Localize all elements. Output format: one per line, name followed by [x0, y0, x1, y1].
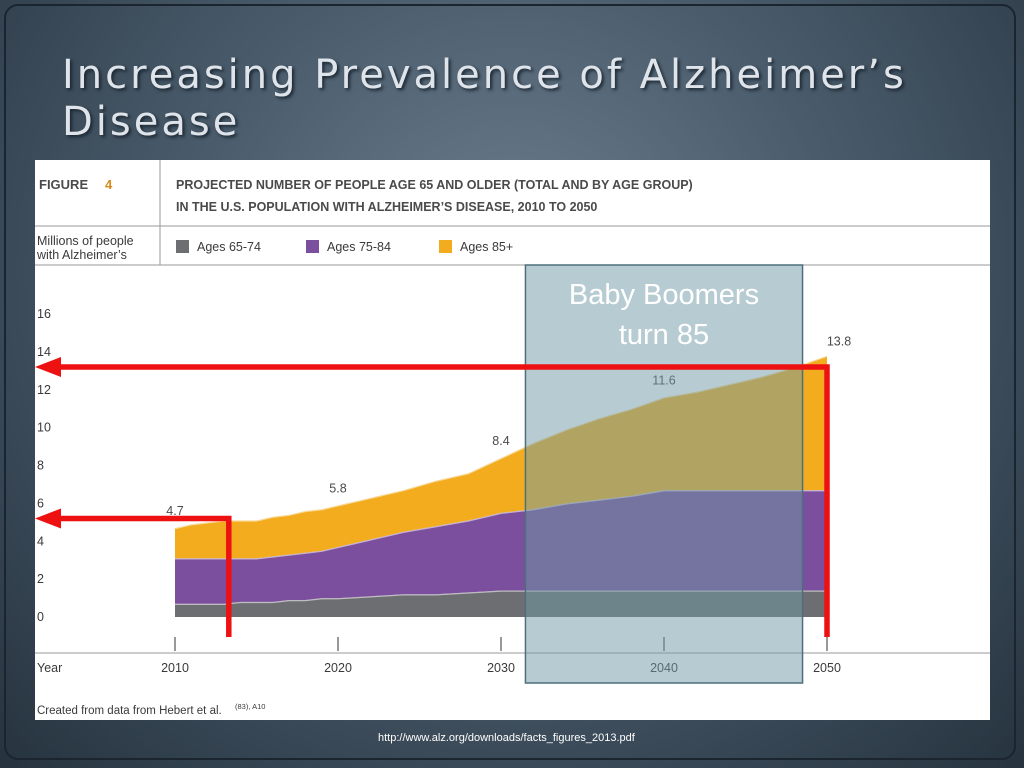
slide-title-line2: Disease [62, 99, 241, 145]
figure-panel: FIGURE 4 PROJECTED NUMBER OF PEOPLE AGE 65… [35, 160, 990, 720]
figure-credit-superscript: (83), A10 [235, 702, 265, 711]
ylabel-line2: with Alzheimer’s [36, 248, 127, 262]
band-label-line1: Baby Boomers [569, 279, 759, 311]
figure-number: 4 [105, 177, 113, 192]
y-tick-8: 8 [37, 459, 44, 473]
band-label-line2: turn 85 [619, 319, 709, 351]
arrow-high-line [55, 364, 830, 637]
xlabel: Year [37, 661, 62, 675]
figure-heading-line1: PROJECTED NUMBER OF PEOPLE AGE 65 AND OL… [176, 178, 693, 192]
y-tick-14: 14 [37, 345, 51, 359]
y-tick-2: 2 [37, 572, 44, 586]
data-label-2020: 5.8 [329, 481, 346, 495]
slide-frame [4, 4, 1016, 760]
x-tick-2020: 2020 [324, 661, 352, 675]
x-tick-2030: 2030 [487, 661, 515, 675]
slide-title-line1: Increasing Prevalence of Alzheimer’s [62, 52, 907, 98]
y-tick-0: 0 [37, 610, 44, 624]
x-tick-2010: 2010 [161, 661, 189, 675]
y-tick-6: 6 [37, 496, 44, 510]
y-tick-4: 4 [37, 534, 44, 548]
arrow-high-head [35, 357, 61, 378]
source-url[interactable]: http://www.alz.org/downloads/facts_figur… [378, 732, 635, 744]
ylabel-line1: Millions of people [37, 234, 134, 248]
figure-heading-line2: IN THE U.S. POPULATION WITH ALZHEIMER’S … [176, 200, 597, 214]
figure-credit: Created from data from Hebert et al. [37, 705, 222, 717]
data-label-2010: 4.7 [166, 504, 183, 518]
legend-swatch-1 [176, 240, 189, 253]
legend-label-3: Ages 85+ [460, 240, 513, 254]
data-label-2030: 8.4 [492, 434, 509, 448]
y-tick-16: 16 [37, 307, 51, 321]
legend-swatch-2 [306, 240, 319, 253]
figure-label: FIGURE [39, 177, 88, 192]
y-tick-12: 12 [37, 383, 51, 397]
baby-boomers-band [524, 264, 804, 684]
data-label-2050: 13.8 [827, 335, 851, 349]
legend-label-2: Ages 75-84 [327, 240, 391, 254]
y-tick-10: 10 [37, 421, 51, 435]
figure-chart: FIGURE 4 PROJECTED NUMBER OF PEOPLE AGE 65… [35, 160, 990, 717]
slide-title: Increasing Prevalence of Alzheimer’s Dise… [62, 52, 962, 146]
legend-swatch-3 [439, 240, 452, 253]
arrow-low-head [35, 508, 61, 529]
x-tick-2050: 2050 [813, 661, 841, 675]
legend-label-1: Ages 65-74 [197, 240, 261, 254]
arrow-low-line [55, 515, 232, 637]
